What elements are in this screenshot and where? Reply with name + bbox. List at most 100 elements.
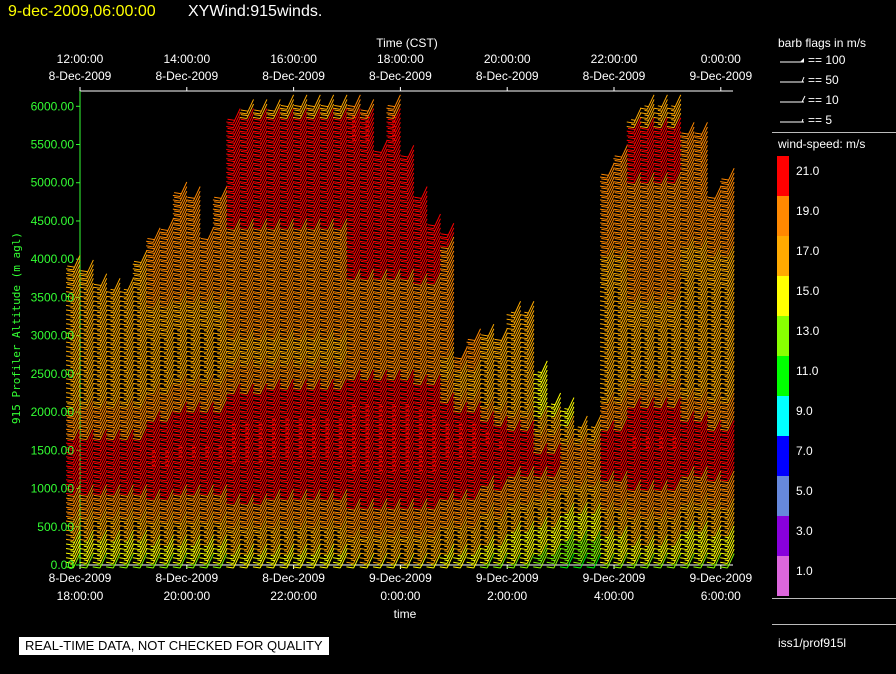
wind-barb-feather [123,334,129,337]
wind-barb-feather [279,355,287,358]
wind-barb-feather [320,329,329,332]
wind-barb-feather [292,355,301,358]
wind-barb-feather [240,485,249,488]
wind-barb-feather [214,260,222,264]
wind-barb-feather [319,226,327,230]
wind-barb-feather [254,352,262,355]
wind-barb-feather [292,309,301,312]
wind-barb-feather [254,517,262,520]
wind-barb-feather [172,259,181,262]
wind-barb-feather [320,481,329,484]
wind-barb-feather [294,242,302,245]
wind-barb-feather [320,237,329,241]
wind-barb-feather [67,517,75,520]
wind-barb-feather [80,407,88,410]
wind-barb-feather [146,254,154,257]
wind-barb-feather [252,456,261,459]
wind-barb-feather [239,433,247,436]
wind-barb-feather [252,185,261,188]
wind-barb-feather [280,504,289,507]
wind-barb-feather [279,566,287,569]
wind-barb-feather [147,444,155,447]
wind-barb-feather [252,236,261,239]
wind-barb-feather [280,380,289,383]
wind-barb-feather [177,371,182,374]
wind-barb-feather [254,366,262,369]
wind-barb-feather [92,355,101,358]
wind-barb-feather [239,543,247,546]
wind-barb-feather [65,479,74,482]
wind-barb-feather [187,247,195,250]
wind-barb-feather [294,109,302,112]
wind-barb-feather [174,320,182,323]
wind-barb-feather [226,401,234,404]
wind-barb-feather [267,462,275,465]
wind-barb-feather [307,393,315,397]
wind-barb-feather [240,224,249,227]
wind-barb-feather [199,396,207,399]
wind-barb-feather [254,453,262,456]
wind-barb-feather [266,405,274,408]
wind-barb-feather [254,256,262,259]
wind-barb-feather [187,260,195,264]
wind-barb-feather [79,428,87,431]
wind-barb-feather [306,502,314,505]
wind-barb-feather [186,415,194,418]
wind-barb-feather [279,139,287,142]
wind-barb-feather [292,534,301,537]
wind-barb-feather [267,288,275,291]
wind-barb-feather [159,566,167,569]
wind-barb-feather [214,389,222,392]
wind-barb-feather [226,199,234,202]
wind-barb-feather [239,167,247,170]
wind-barb-feather [307,508,315,511]
wind-barb-feather [190,357,195,360]
wind-barb-feather [93,412,102,415]
wind-barb-feather [266,208,274,211]
wind-barb-feather [97,316,102,319]
wind-barb-feather [65,350,74,353]
wind-barb-feather [240,412,249,415]
wind-barb-feather [252,318,261,321]
wind-barb-feather [146,433,154,436]
wind-barb-feather [267,192,275,195]
wind-barb-feather [306,552,314,555]
wind-barb-feather [80,462,88,465]
wind-barb-feather [172,346,181,349]
wind-barb-feather [226,483,234,486]
wind-barb-feather [294,251,302,254]
wind-barb-feather [174,270,182,273]
wind-barb-feather [79,382,87,386]
wind-barb-feather [132,529,141,532]
wind-barb-feather [132,364,141,367]
wind-barb-feather [227,146,235,149]
wind-barb-feather [67,494,75,498]
wind-barb-feather [132,433,141,436]
wind-barb-feather [267,430,275,433]
wind-barb-feather [294,494,302,498]
wind-barb-feather [83,297,88,300]
wind-barb-feather [306,254,314,257]
wind-barb-feather [137,343,142,346]
wind-barb-feather [294,389,302,392]
wind-barb-feather [146,552,154,555]
wind-barb-feather [80,279,88,282]
wind-barb-feather [186,470,194,473]
wind-barb-feather [320,462,329,465]
wind-barb-feather [307,114,315,117]
wind-barb-feather [320,260,329,264]
wind-barb-feather [226,272,234,275]
wind-barb-feather [267,380,275,383]
wind-barb-feather [267,270,275,273]
wind-barb-feather [186,378,194,381]
wind-barb-feather [119,392,127,395]
wind-barb-feather [319,520,327,523]
wind-barb-feather [266,442,274,445]
wind-barb-feather [200,522,209,525]
wind-barb-feather [186,502,194,505]
wind-barb-feather [92,543,101,546]
wind-barb-feather [306,158,314,161]
barbs-group [65,94,735,569]
wind-barb-feather [280,522,289,525]
wind-barb-feather [92,534,101,537]
